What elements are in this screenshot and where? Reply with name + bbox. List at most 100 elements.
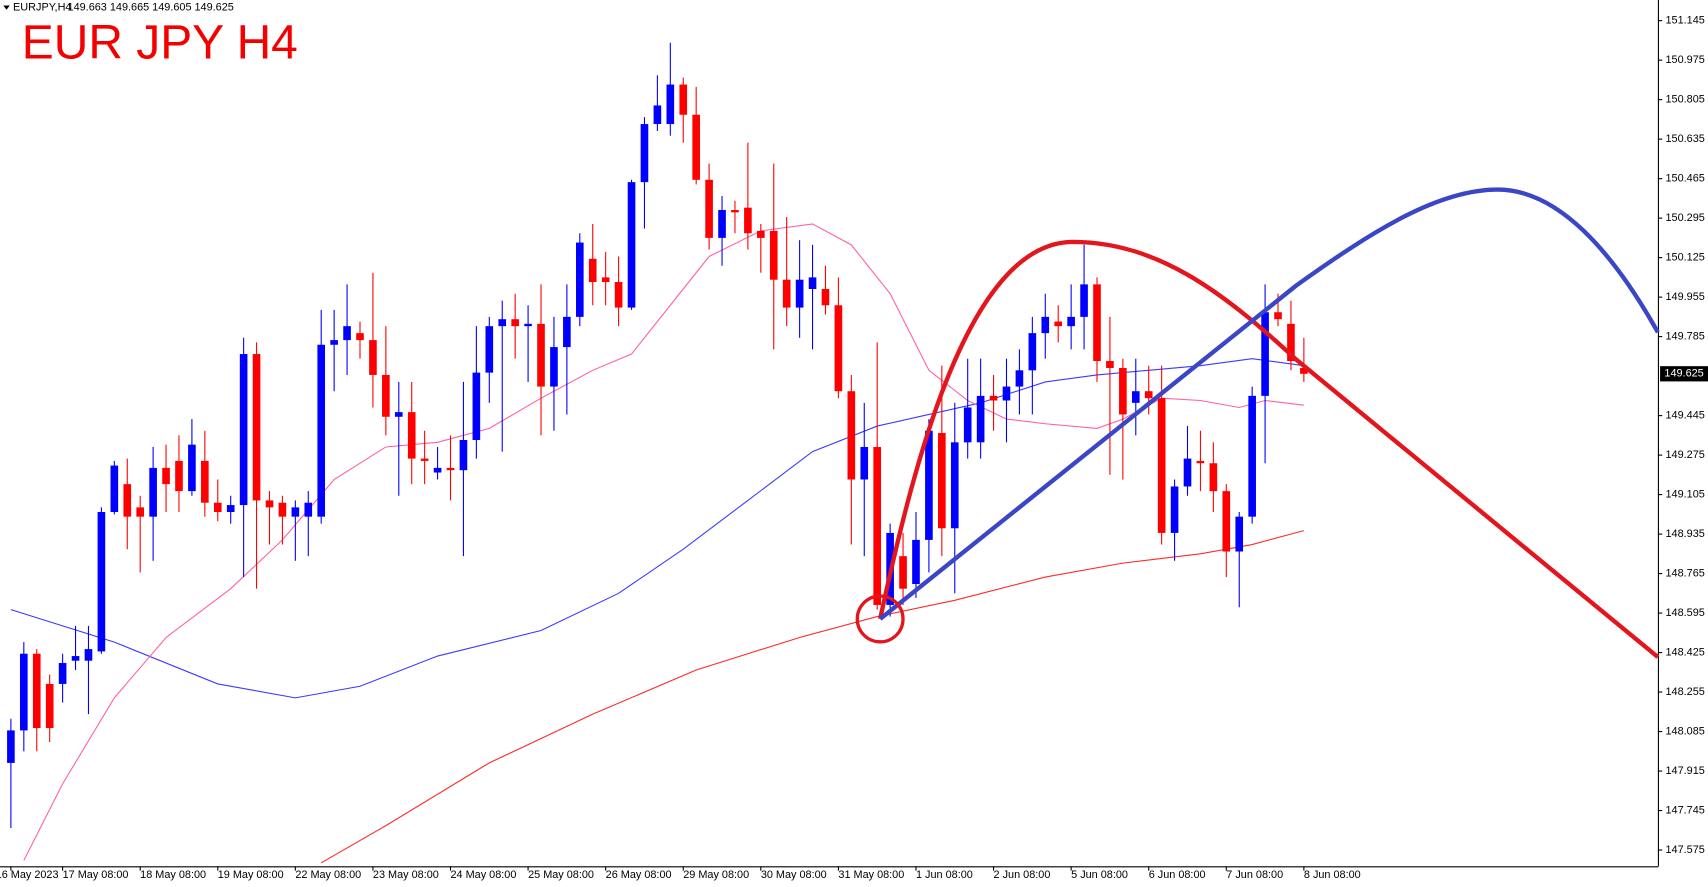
candle-body (123, 484, 132, 517)
candle-body (1106, 361, 1114, 368)
candle-body (808, 277, 817, 289)
candle-body (188, 444, 196, 492)
candle-body (821, 288, 830, 306)
candle-body (1209, 463, 1218, 492)
candle-body (472, 372, 481, 441)
candle-body (1300, 367, 1308, 374)
candle-body (1041, 316, 1050, 334)
x-tick-label: 26 May 08:00 (606, 869, 672, 881)
candle-body (524, 323, 532, 327)
candle-body (679, 84, 688, 115)
candle-body (1274, 312, 1282, 320)
candle-body (356, 333, 364, 341)
candle-body (1028, 333, 1037, 371)
candle-body (744, 207, 752, 234)
chart-title: EUR JPY H4 (22, 16, 298, 69)
candle-body (550, 347, 558, 387)
candle-body (1222, 491, 1231, 552)
candle-body (407, 412, 416, 459)
candle-body (175, 460, 183, 492)
candle-body (136, 507, 145, 517)
candle-body (757, 230, 765, 238)
candle-body (1183, 458, 1192, 487)
candle-body (304, 502, 313, 517)
candle-body (976, 395, 985, 443)
candle-body (201, 460, 209, 503)
moving-average-line (23, 223, 1304, 861)
y-tick-label: 149.445 (1666, 409, 1705, 421)
candle-body (925, 430, 933, 540)
candle-body (84, 649, 93, 661)
candle-body (485, 326, 494, 373)
candle-body (369, 340, 377, 375)
x-tick-label: 16 May 2023 (0, 869, 59, 881)
y-tick-label: 148.085 (1666, 725, 1705, 737)
candle-body (563, 316, 571, 348)
candle-body (1093, 284, 1101, 362)
candle-body (20, 653, 28, 731)
candle-body (938, 433, 946, 529)
current-price-box (1660, 366, 1708, 382)
plot (7, 42, 1308, 864)
candle-body (614, 282, 623, 308)
candle-body (1157, 398, 1166, 533)
y-tick-label: 148.595 (1666, 607, 1705, 619)
candle-body (446, 467, 455, 471)
candle-body (782, 279, 791, 308)
header-triangle (3, 5, 10, 10)
candle-body (769, 230, 778, 280)
moving-average-line (320, 530, 1305, 864)
candle-body (989, 395, 998, 401)
y-tick-label: 147.745 (1666, 804, 1705, 816)
x-tick-label: 17 May 08:00 (63, 869, 129, 881)
candle-body (45, 683, 54, 729)
y-tick-label: 150.975 (1666, 54, 1705, 66)
x-tick-label: 6 Jun 08:00 (1149, 869, 1206, 881)
candle-body (1002, 386, 1011, 401)
candle-body (873, 446, 882, 605)
red-projection-curve (878, 239, 1660, 659)
candle-body (162, 467, 170, 485)
candle-body (1080, 284, 1088, 317)
candle-body (239, 354, 248, 506)
candle-body (511, 319, 519, 327)
x-tick-label: 5 Jun 08:00 (1071, 869, 1128, 881)
candle-body (860, 446, 869, 480)
candle-body (899, 556, 907, 589)
y-tick-label: 148.425 (1666, 646, 1705, 658)
candle-body (795, 279, 804, 308)
candle-body (1144, 391, 1153, 399)
candle-body (1287, 323, 1295, 362)
candle-body (963, 407, 972, 443)
candle-body (705, 179, 713, 238)
candle-body (537, 323, 545, 387)
candle-body (847, 391, 856, 480)
candle-body (71, 656, 80, 661)
candle-body (653, 105, 662, 125)
x-tick-label: 22 May 08:00 (295, 869, 361, 881)
candle-body (459, 440, 468, 471)
x-tick-label: 23 May 08:00 (373, 869, 439, 881)
candle-body (394, 412, 403, 417)
y-tick-label: 147.575 (1666, 844, 1705, 856)
y-tick-label: 150.125 (1666, 252, 1705, 264)
x-tick-label: 19 May 08:00 (218, 869, 284, 881)
candle-body (912, 539, 920, 585)
candle-body (382, 374, 390, 417)
y-tick-label: 150.465 (1666, 173, 1705, 185)
candle-body (640, 124, 649, 183)
candle-body (575, 242, 584, 317)
quote-label: 149.663 149.665 149.605 149.625 (68, 2, 234, 14)
candle-body (291, 507, 300, 517)
candle-body (213, 502, 222, 513)
y-tick-label: 150.295 (1666, 212, 1705, 224)
x-tick-label: 30 May 08:00 (761, 869, 827, 881)
x-tick-label: 2 Jun 08:00 (994, 869, 1051, 881)
y-tick-label: 149.105 (1666, 488, 1705, 500)
x-tick-label: 31 May 08:00 (838, 869, 904, 881)
candle-body (601, 277, 610, 283)
x-tick-label: 1 Jun 08:00 (916, 869, 973, 881)
candle-body (149, 467, 157, 517)
x-tick-label: 25 May 08:00 (528, 869, 594, 881)
